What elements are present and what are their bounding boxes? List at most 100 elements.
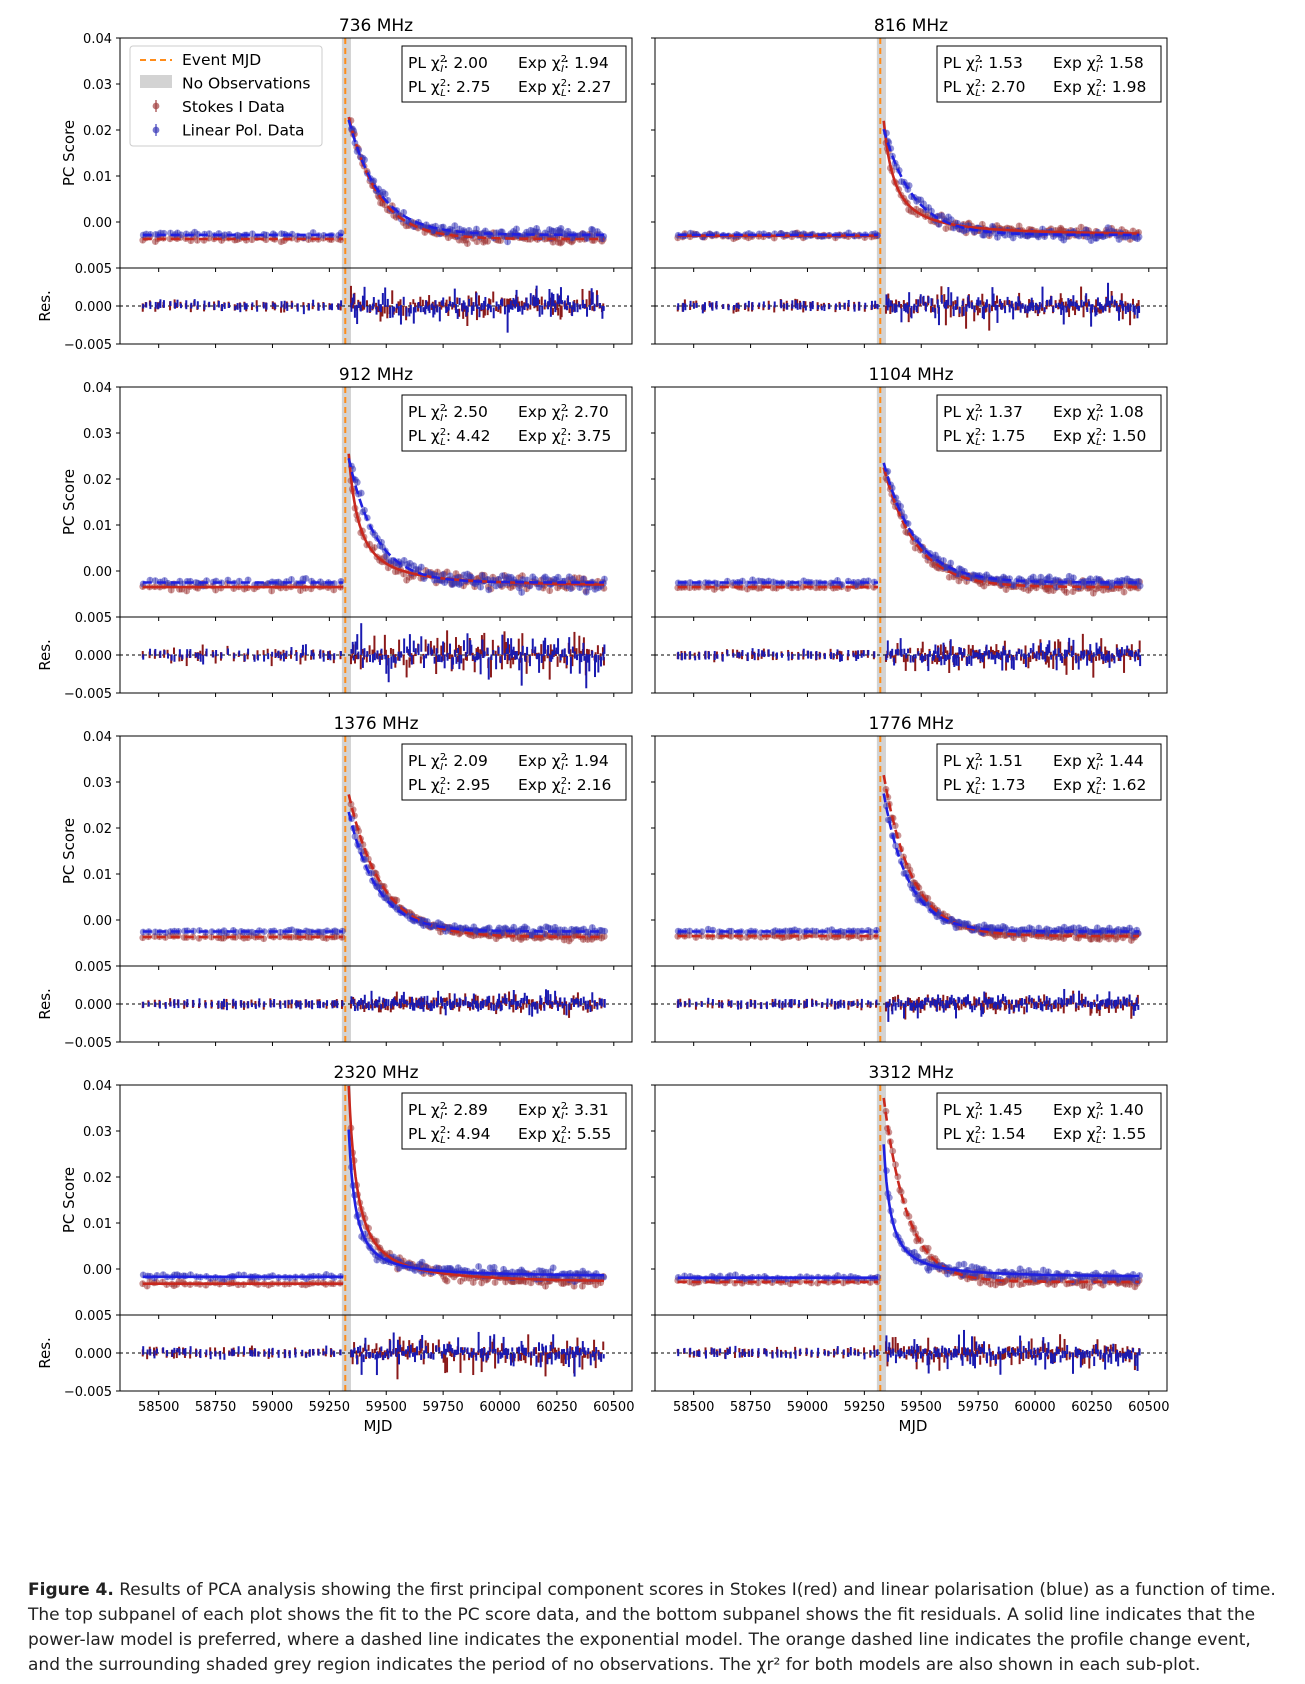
chi-squared-entry: Exp χ2 I: 1.58 — [1053, 54, 1144, 75]
linear-pol-point — [333, 928, 341, 936]
no-observations-band — [341, 387, 351, 617]
linear-pol-point — [947, 559, 955, 567]
residual-bars — [676, 633, 1142, 678]
linear-pol-point — [361, 506, 368, 514]
stokes-i-point — [371, 544, 378, 551]
chi-squared-entry: Exp χ2 L: 2.27 — [518, 78, 611, 99]
chi-squared-entry: PL χ2 L: 2.75 — [408, 78, 491, 99]
no-observations-band — [876, 268, 886, 344]
legend-no-obs-swatch — [140, 75, 172, 88]
linear-pol-point — [302, 575, 310, 582]
linear-pol-point — [947, 216, 955, 224]
y-tick-label: 0.01 — [83, 519, 112, 534]
chi-squared-entry: Exp χ2 I: 2.70 — [518, 403, 609, 424]
chi-squared-box — [401, 394, 627, 452]
linear-pol-point — [260, 928, 268, 936]
linear-pol-point — [351, 833, 359, 840]
y-tick-label: 0.000 — [75, 300, 112, 315]
chi-squared-box — [936, 45, 1162, 103]
panel-1376-mhz: 1376 MHz0.000.010.020.030.04−0.0050.0000… — [36, 714, 633, 1051]
y-tick-label: 0.005 — [75, 611, 112, 626]
chi-squared-entry: PL χ2 L: 4.42 — [408, 427, 491, 448]
y-tick-label: 0.03 — [83, 427, 112, 442]
y-tick-label: 0.00 — [83, 216, 112, 231]
linear-pol-point — [1136, 582, 1144, 590]
res-axis-label: Res. — [36, 639, 54, 671]
linear-pol-point — [928, 207, 935, 215]
linear-pol-point — [504, 238, 512, 246]
chi-squared-entry: Exp χ2 L: 1.50 — [1053, 427, 1146, 448]
linear-pol-point — [554, 573, 562, 581]
linear-pol-point — [478, 572, 486, 579]
stokes-i-point — [1063, 589, 1070, 596]
data-points — [139, 116, 608, 248]
linear-pol-point — [534, 228, 542, 236]
no-observations-band — [876, 387, 886, 617]
legend-linear-pol-swatch — [152, 126, 160, 134]
linear-pol-point — [439, 571, 447, 578]
linear-pol-point — [417, 563, 425, 571]
res-axis-label: Res. — [36, 290, 54, 322]
chi-squared-entry: PL χ2 L: 2.70 — [943, 78, 1026, 99]
stokes-i-point — [347, 800, 355, 808]
panel-title: 816 MHz — [874, 16, 948, 36]
linear-pol-point — [357, 489, 365, 497]
chi-squared-entry: Exp χ2 I: 1.08 — [1053, 403, 1144, 424]
y-tick-label: 0.04 — [83, 32, 112, 47]
data-points — [139, 794, 609, 945]
linear-pol-fit-post — [347, 458, 604, 584]
panel-title: 912 MHz — [339, 365, 413, 385]
stokes-i-point — [212, 586, 220, 594]
chi-squared-box — [401, 45, 627, 103]
chi-squared-entry: Exp χ2 L: 3.75 — [518, 427, 611, 448]
y-tick-label: −0.005 — [64, 338, 112, 353]
linear-pol-fit-post — [347, 119, 604, 237]
y-axis-label: PC Score — [60, 469, 78, 535]
stokes-i-point — [1120, 588, 1128, 596]
y-tick-label: 0.005 — [75, 262, 112, 277]
y-tick-label: 0.000 — [75, 649, 112, 664]
chi-squared-entry: PL χ2 I: 2.50 — [408, 403, 488, 424]
stokes-i-point — [484, 238, 492, 245]
y-tick-label: 0.03 — [83, 78, 112, 93]
stokes-i-fit-post — [347, 116, 604, 241]
linear-pol-point — [582, 588, 590, 596]
stokes-i-point — [268, 587, 276, 595]
y-tick-label: 0.01 — [83, 170, 112, 185]
residual-bars — [676, 282, 1141, 331]
y-tick-label: 0.02 — [83, 124, 112, 139]
no-observations-band — [341, 617, 351, 693]
chi-squared-entry: PL χ2 I: 1.53 — [943, 54, 1023, 75]
y-tick-label: 0.02 — [83, 473, 112, 488]
no-observations-band — [341, 268, 351, 344]
linear-pol-point — [1045, 573, 1053, 581]
stokes-i-point — [463, 240, 471, 248]
panel-title: 1376 MHz — [333, 714, 418, 734]
chi-squared-entry: PL χ2 I: 1.37 — [943, 403, 1023, 424]
residual-bars — [141, 623, 606, 689]
panel-title: 736 MHz — [339, 16, 413, 36]
linear-pol-point — [446, 572, 454, 580]
no-observations-band — [341, 736, 351, 966]
linear-pol-point — [400, 208, 408, 216]
linear-pol-point — [579, 575, 587, 583]
stokes-i-fit-post — [882, 467, 1139, 589]
stokes-i-point — [600, 933, 608, 940]
stokes-i-point — [546, 587, 554, 595]
chi-squared-entry: PL χ2 I: 2.00 — [408, 54, 488, 75]
legend-item: No Observations — [182, 75, 310, 93]
chi-squared-entry: Exp χ2 L: 1.98 — [1053, 78, 1146, 99]
figure-grid: 736 MHz 0.00 0.01 0.02 0.03 0.04 −0.005 0.000 0.… — [36, 16, 1169, 1435]
data-points — [674, 462, 1144, 597]
chi-squared-entry: Exp χ2 I: 1.94 — [518, 54, 609, 75]
panel-736-mhz: 736 MHz 0.00 0.01 0.02 0.03 0.04 −0.005 0.000 0.… — [36, 16, 633, 353]
linear-pol-point — [451, 222, 459, 230]
linear-pol-point — [381, 190, 389, 198]
legend-item: Stokes I Data — [182, 98, 285, 116]
no-observations-band — [876, 617, 886, 693]
linear-pol-point — [567, 585, 575, 593]
linear-pol-point — [518, 589, 526, 596]
linear-pol-point — [208, 928, 216, 936]
linear-pol-point — [177, 231, 185, 239]
panel-816-mhz: 816 MHz PL χ2 I: 1.53 Exp χ2 I: 1.58 PL χ2 L: … — [651, 16, 1168, 348]
